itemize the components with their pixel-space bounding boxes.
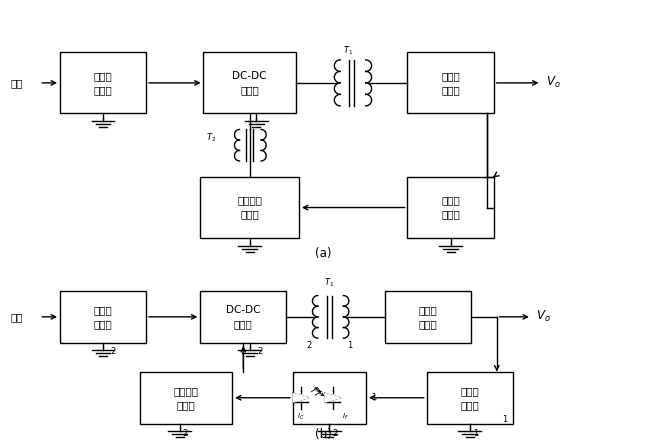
Text: $T_1$: $T_1$ (324, 276, 335, 289)
Polygon shape (325, 393, 340, 402)
Text: $T_2$: $T_2$ (206, 132, 216, 144)
Text: 输入整
流滤波: 输入整 流滤波 (441, 71, 460, 95)
Bar (60, 291, 146, 343)
Text: 输入整
流滤波: 输入整 流滤波 (419, 305, 437, 329)
Text: 占空比控
制电路: 占空比控 制电路 (237, 195, 262, 219)
Bar (200, 291, 286, 343)
Text: $T_1$: $T_1$ (344, 44, 353, 57)
Text: 2: 2 (257, 347, 262, 356)
Text: (a): (a) (315, 247, 331, 260)
Text: DC-DC
变换器: DC-DC 变换器 (226, 305, 260, 329)
Text: 市电: 市电 (10, 312, 23, 322)
Text: $I_C$: $I_C$ (297, 412, 304, 422)
Bar (426, 371, 513, 424)
Bar (408, 52, 494, 114)
Text: 占空比控
制电路: 占空比控 制电路 (173, 386, 198, 410)
Text: 2: 2 (183, 429, 188, 438)
Bar (140, 371, 232, 424)
Text: 1: 1 (473, 429, 478, 438)
Text: 输入整
流滤波: 输入整 流滤波 (94, 305, 112, 329)
Text: 2: 2 (306, 342, 311, 350)
Bar (408, 177, 494, 238)
Text: 1: 1 (347, 342, 353, 350)
Text: DC-DC
变换器: DC-DC 变换器 (233, 71, 267, 95)
Text: 1: 1 (502, 415, 507, 424)
Text: $I_F$: $I_F$ (342, 412, 349, 422)
Bar (203, 52, 296, 114)
Text: 输入整
流滤波: 输入整 流滤波 (94, 71, 112, 95)
Bar (60, 52, 146, 114)
Text: 取样比
较电路: 取样比 较电路 (441, 195, 460, 219)
Text: 1: 1 (371, 393, 377, 402)
Bar (200, 177, 299, 238)
Polygon shape (293, 393, 308, 402)
Text: $V_o$: $V_o$ (536, 309, 551, 325)
Bar (385, 291, 472, 343)
Bar (293, 371, 366, 424)
Text: 2: 2 (110, 347, 116, 356)
Text: 取样比
较电路: 取样比 较电路 (461, 386, 479, 410)
Text: (b): (b) (315, 428, 331, 442)
Text: 市电: 市电 (10, 78, 23, 88)
Text: 2: 2 (333, 429, 338, 438)
Text: $V_o$: $V_o$ (546, 76, 561, 90)
